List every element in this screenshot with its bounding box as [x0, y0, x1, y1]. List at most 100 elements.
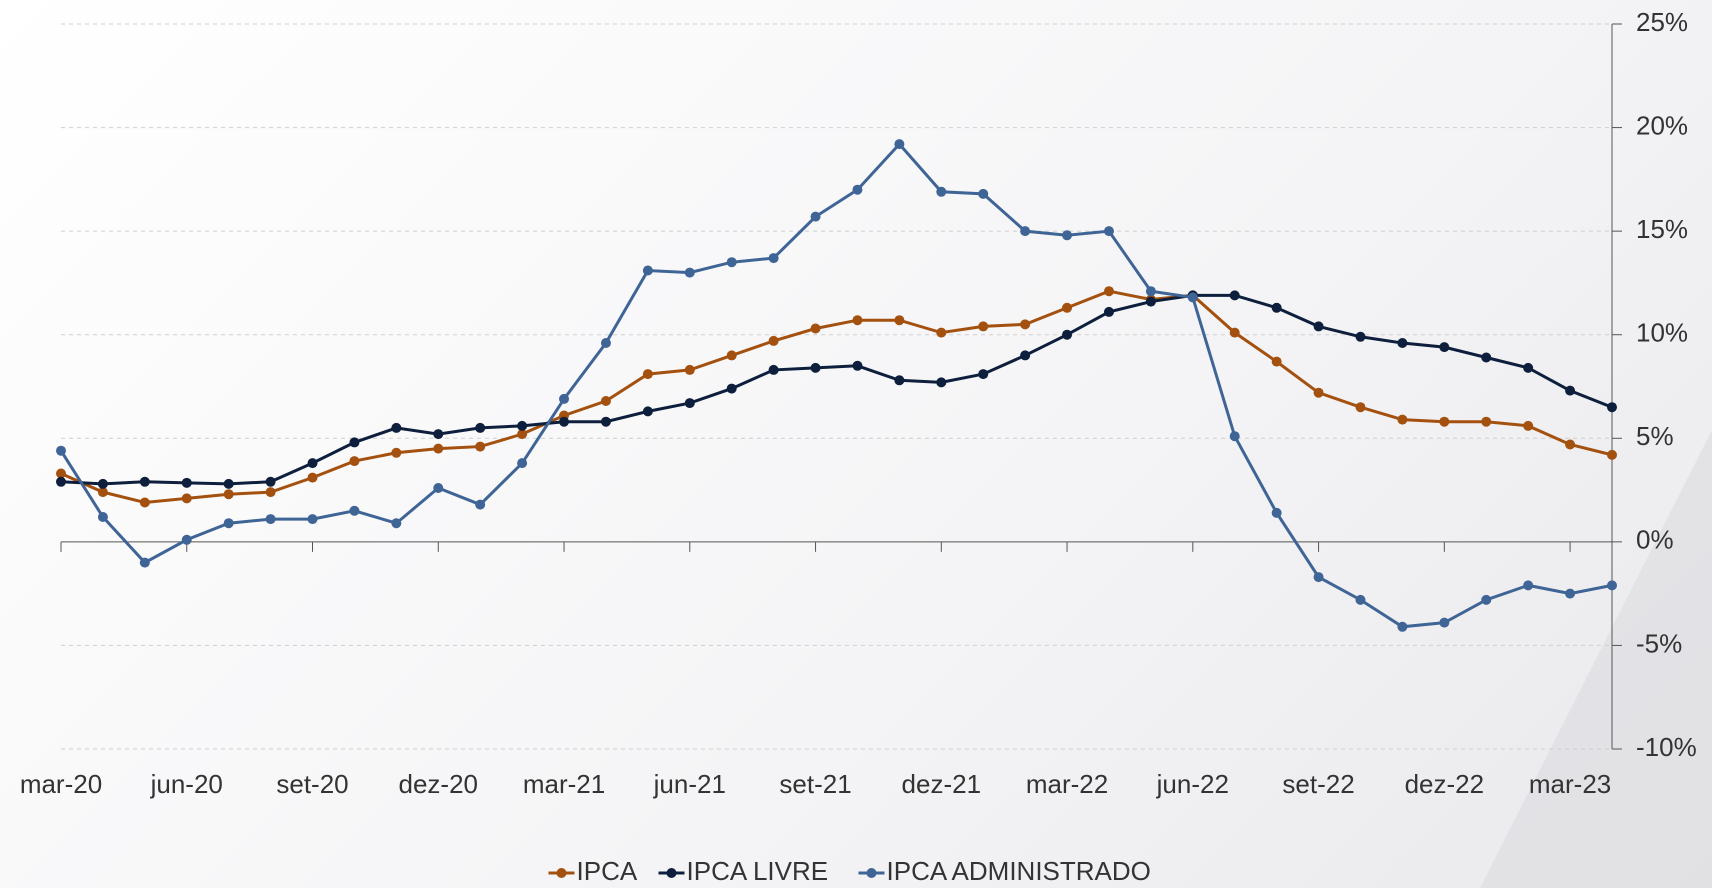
point — [1397, 621, 1408, 632]
decor — [1480, 430, 1712, 888]
point — [726, 350, 737, 361]
point — [768, 335, 779, 346]
point — [1229, 327, 1240, 338]
point — [475, 499, 486, 510]
point — [1020, 226, 1031, 237]
point — [1439, 416, 1450, 427]
point — [475, 441, 486, 452]
point — [852, 360, 863, 371]
point — [600, 416, 611, 427]
point — [56, 476, 66, 487]
point — [559, 416, 570, 427]
point — [391, 518, 402, 529]
point — [307, 514, 318, 525]
point — [1355, 402, 1366, 413]
point — [139, 497, 150, 508]
point — [600, 338, 611, 348]
point — [936, 186, 947, 197]
point — [894, 315, 905, 326]
x-tick-label: mar-23 — [1529, 769, 1611, 799]
point — [1271, 356, 1282, 367]
point — [1397, 414, 1408, 425]
point — [1103, 286, 1114, 297]
legend-label: IPCA — [577, 856, 638, 886]
point — [1523, 580, 1534, 591]
point — [642, 265, 653, 276]
point — [349, 437, 360, 448]
point — [559, 393, 570, 404]
point — [1355, 594, 1366, 605]
series-line — [60, 289, 1613, 505]
point — [978, 369, 989, 380]
point — [1145, 286, 1156, 297]
y-tick-label: 5% — [1636, 421, 1674, 451]
point — [433, 429, 444, 440]
point — [642, 406, 653, 417]
x-tick-label: dez-22 — [1405, 769, 1485, 799]
point — [265, 514, 276, 525]
point — [1229, 431, 1240, 442]
x-tick-label: mar-21 — [523, 769, 605, 799]
point — [1607, 449, 1617, 460]
point — [894, 375, 905, 386]
point — [1062, 302, 1073, 313]
point — [349, 456, 360, 467]
point — [1355, 331, 1366, 342]
point — [1145, 296, 1156, 307]
y-tick-label: -5% — [1636, 628, 1682, 658]
x-tick-label: jun-22 — [1156, 769, 1229, 799]
point — [1187, 292, 1198, 303]
point — [1565, 588, 1576, 599]
point — [1271, 507, 1282, 518]
x-tick-label: jun-21 — [653, 769, 726, 799]
y-tick-label: 25% — [1636, 7, 1688, 37]
point — [852, 315, 863, 326]
x-tick-label: dez-21 — [902, 769, 982, 799]
point — [684, 364, 695, 375]
point — [810, 362, 821, 373]
point — [1565, 439, 1576, 450]
x-tick-label: dez-20 — [399, 769, 479, 799]
point — [1062, 230, 1073, 241]
point — [223, 518, 234, 529]
point — [181, 534, 192, 545]
point — [1607, 402, 1617, 413]
legend-marker — [866, 868, 877, 878]
point — [684, 267, 695, 278]
y-tick-label: 15% — [1636, 214, 1688, 244]
series-line — [59, 141, 1613, 629]
point — [1523, 420, 1534, 431]
point — [139, 557, 150, 568]
point — [1271, 302, 1282, 313]
point — [1313, 387, 1324, 398]
point — [181, 477, 192, 488]
point — [265, 487, 276, 498]
legend-marker — [666, 868, 677, 878]
x-tick-label: set-21 — [779, 769, 851, 799]
point — [265, 476, 276, 487]
point — [1607, 580, 1617, 591]
point — [391, 447, 402, 458]
point — [768, 364, 779, 375]
point — [726, 383, 737, 394]
legend-label: IPCA LIVRE — [687, 856, 829, 886]
legend-marker — [556, 868, 567, 878]
legend-label: IPCA ADMINISTRADO — [887, 856, 1151, 886]
point — [475, 422, 486, 433]
point — [223, 489, 234, 500]
point — [307, 472, 318, 483]
point — [181, 493, 192, 504]
point — [726, 257, 737, 268]
point — [433, 483, 444, 493]
y-tick-label: 0% — [1636, 525, 1674, 555]
point — [810, 323, 821, 334]
point — [1229, 290, 1240, 301]
point — [1062, 329, 1073, 340]
point — [894, 139, 905, 150]
point — [600, 396, 611, 406]
point — [97, 487, 108, 498]
series-line — [60, 293, 1613, 486]
point — [1523, 362, 1534, 373]
x-tick-label: jun-20 — [150, 769, 223, 799]
